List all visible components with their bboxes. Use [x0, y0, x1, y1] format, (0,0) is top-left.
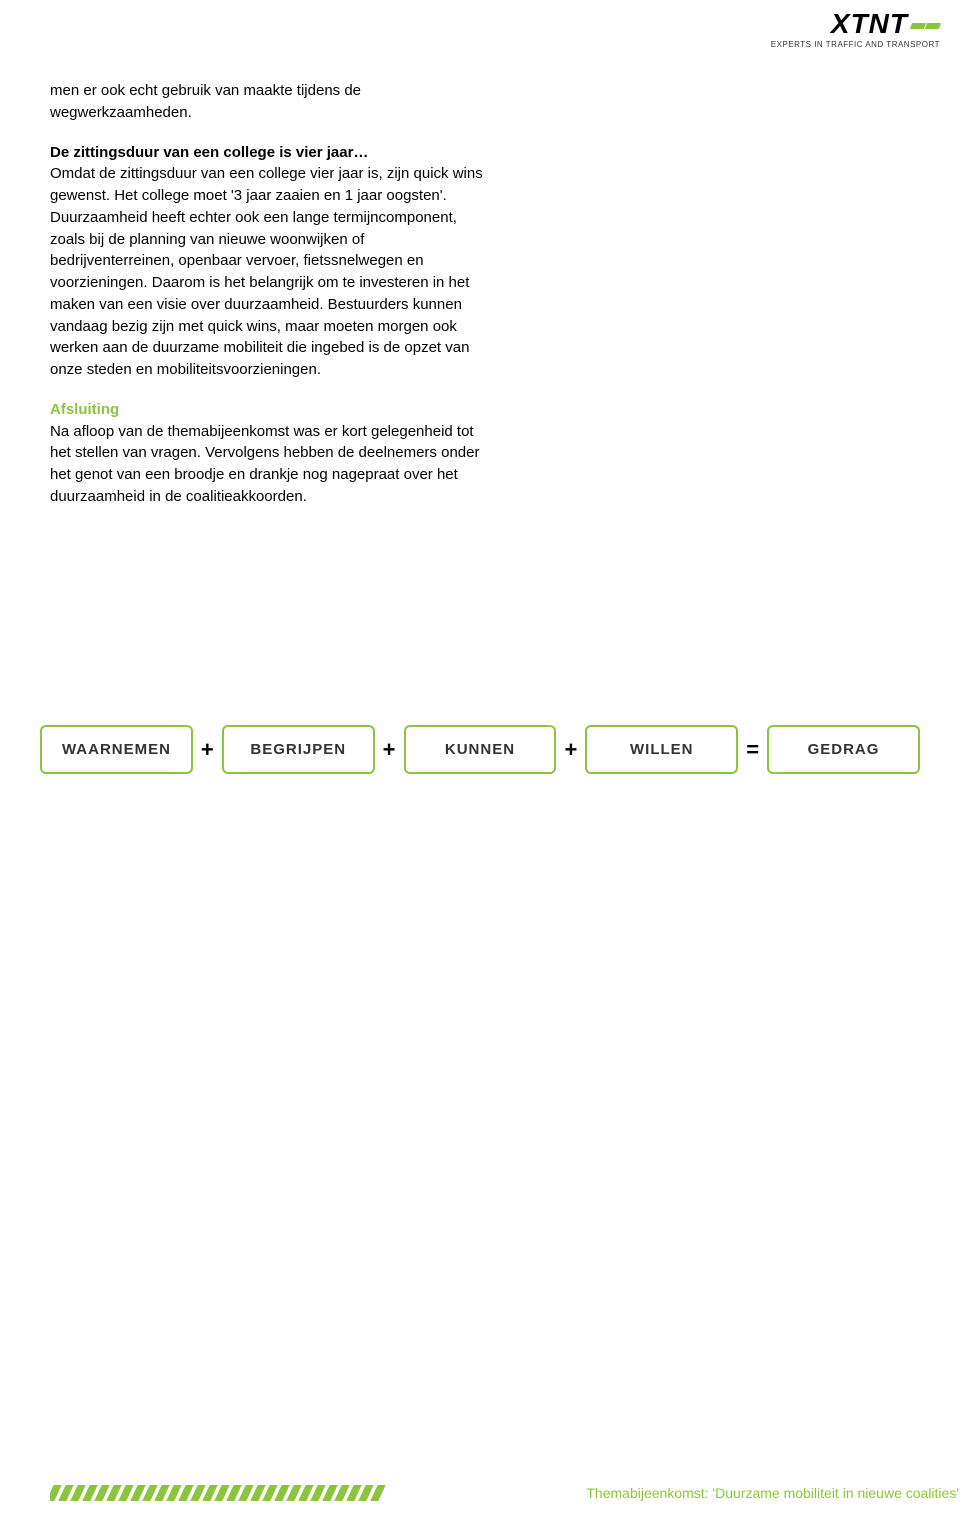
eq-box-waarnemen: WAARNEMEN	[40, 725, 193, 774]
paragraph-3: Afsluiting Na afloop van de themabijeenk…	[50, 399, 490, 508]
logo-stripes	[910, 10, 940, 38]
paragraph-2: De zittingsduur van een college is vier …	[50, 142, 490, 381]
header-logo: XTNT EXPERTS IN TRAFFIC AND TRANSPORT	[771, 10, 940, 49]
paragraph-3-body: Na afloop van de themabijeenkomst was er…	[50, 423, 479, 505]
eq-box-gedrag: GEDRAG	[767, 725, 920, 774]
logo-text: XTNT	[771, 10, 940, 38]
plus-icon: +	[560, 737, 581, 763]
heading-afsluiting: Afsluiting	[50, 401, 119, 418]
eq-box-kunnen: KUNNEN	[404, 725, 557, 774]
equation-row: WAARNEMEN + BEGRIJPEN + KUNNEN + WILLEN …	[40, 725, 920, 774]
plus-icon: +	[197, 737, 218, 763]
logo-letters: XTNT	[831, 8, 908, 39]
eq-box-willen: WILLEN	[585, 725, 738, 774]
equals-icon: =	[742, 737, 763, 763]
footer-text: Themabijeenkomst: 'Duurzame mobiliteit i…	[586, 1485, 959, 1501]
paragraph-1: men er ook echt gebruik van maakte tijde…	[50, 80, 490, 124]
logo-tagline: EXPERTS IN TRAFFIC AND TRANSPORT	[771, 40, 940, 49]
footer-stripes	[50, 1485, 390, 1501]
eq-box-begrijpen: BEGRIJPEN	[222, 725, 375, 774]
paragraph-2-body: Omdat de zittingsduur van een college vi…	[50, 165, 483, 378]
plus-icon: +	[379, 737, 400, 763]
body-text: men er ook echt gebruik van maakte tijde…	[50, 80, 490, 526]
heading-zittingsduur: De zittingsduur van een college is vier …	[50, 144, 368, 161]
